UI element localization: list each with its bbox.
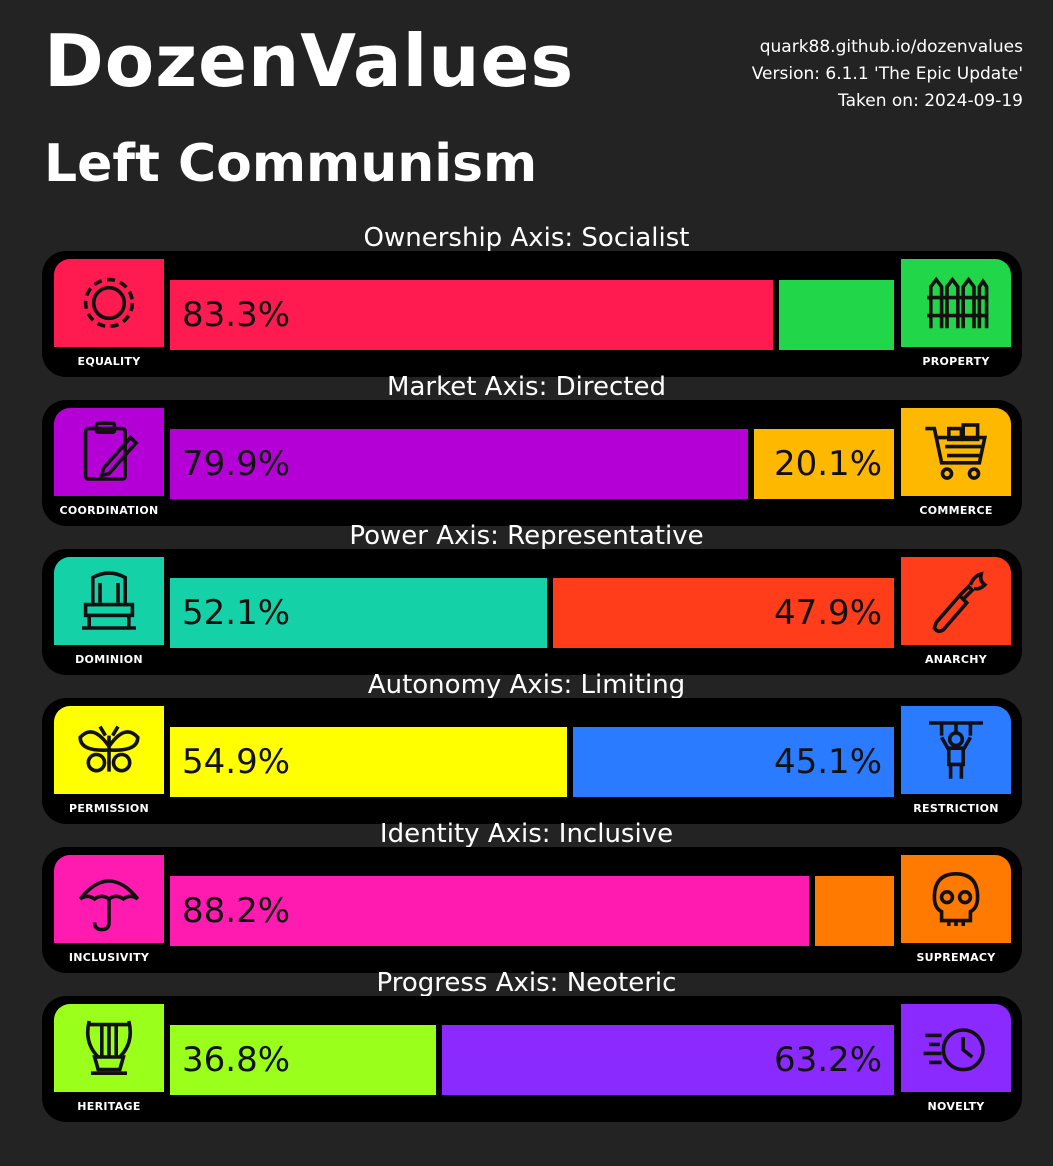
axis-end-label: INCLUSIVITY [68, 951, 150, 964]
clipboard-icon [54, 408, 164, 496]
axis-end-label: SUPREMACY [916, 951, 996, 964]
taken-date: Taken on: 2024-09-19 [838, 91, 1023, 111]
throne-icon [54, 557, 164, 645]
right-percent-label: 45.1% [773, 742, 882, 782]
right-percent-label: 20.1% [773, 444, 882, 484]
left-percent-label: 88.2% [182, 891, 291, 931]
left-percent-label: 54.9% [182, 742, 291, 782]
left-percent-label: 52.1% [182, 593, 291, 633]
clock-icon [901, 1004, 1011, 1092]
molotov-icon [901, 557, 1011, 645]
bar-right-segment [573, 727, 894, 797]
bar-left-segment [170, 429, 748, 499]
axis-title: Progress Axis: Neoteric [376, 968, 677, 998]
axis-end-label: ANARCHY [924, 653, 988, 666]
score-bar: 54.9% 45.1% [170, 727, 894, 797]
left-percent-label: 36.8% [182, 1040, 291, 1080]
site-url: quark88.github.io/dozenvalues [759, 37, 1023, 57]
axis-end-label: COORDINATION [59, 504, 159, 517]
bar-right-segment [779, 280, 894, 350]
axis-title: Identity Axis: Inclusive [379, 819, 674, 849]
score-bar: 52.1% 47.9% [170, 578, 894, 648]
bar-left-segment [170, 280, 773, 350]
axis-end-label: HERITAGE [77, 1100, 141, 1113]
skull-icon [901, 855, 1011, 943]
bar-left-segment [170, 876, 809, 946]
left-percent-label: 79.9% [182, 444, 291, 484]
umbrella-icon [54, 855, 164, 943]
meta-info: quark88.github.io/dozenvalues Version: 6… [752, 34, 1023, 115]
gear-icon [54, 259, 164, 347]
page-title: DozenValues [44, 19, 575, 103]
axis-end-label: DOMINION [75, 653, 143, 666]
right-percent-label: 63.2% [773, 1040, 882, 1080]
lyre-icon [54, 1004, 164, 1092]
bar-left-segment [170, 578, 547, 648]
bar-left-segment [170, 727, 567, 797]
bar-left-segment [170, 1025, 436, 1095]
axis-end-label: PERMISSION [68, 802, 150, 815]
axis-end-label: COMMERCE [919, 504, 993, 517]
bar-right-segment [754, 429, 894, 499]
score-bar: 79.9% 20.1% [170, 429, 894, 499]
score-bar: 83.3% [170, 280, 894, 350]
left-percent-label: 83.3% [182, 295, 291, 335]
score-bar: 88.2% [170, 876, 894, 946]
bar-right-segment [442, 1025, 894, 1095]
score-bar: 36.8% 63.2% [170, 1025, 894, 1095]
axis-end-label: PROPERTY [922, 355, 990, 368]
axis-end-label: EQUALITY [77, 355, 141, 368]
butterfly-icon [54, 706, 164, 794]
shopping-cart-icon [901, 408, 1011, 496]
ideology-result: Left Communism [44, 134, 538, 194]
right-percent-label: 47.9% [773, 593, 882, 633]
fence-icon [901, 259, 1011, 347]
version-text: Version: 6.1.1 'The Epic Update' [751, 64, 1023, 84]
bar-right-segment [815, 876, 894, 946]
axis-title: Ownership Axis: Socialist [363, 223, 690, 253]
axis-end-label: RESTRICTION [913, 802, 999, 815]
axis-title: Power Axis: Representative [349, 521, 704, 551]
bar-right-segment [553, 578, 894, 648]
axis-title: Autonomy Axis: Limiting [367, 670, 686, 700]
axis-title: Market Axis: Directed [387, 372, 666, 402]
axis-end-label: NOVELTY [927, 1100, 985, 1113]
puppet-icon [901, 706, 1011, 794]
